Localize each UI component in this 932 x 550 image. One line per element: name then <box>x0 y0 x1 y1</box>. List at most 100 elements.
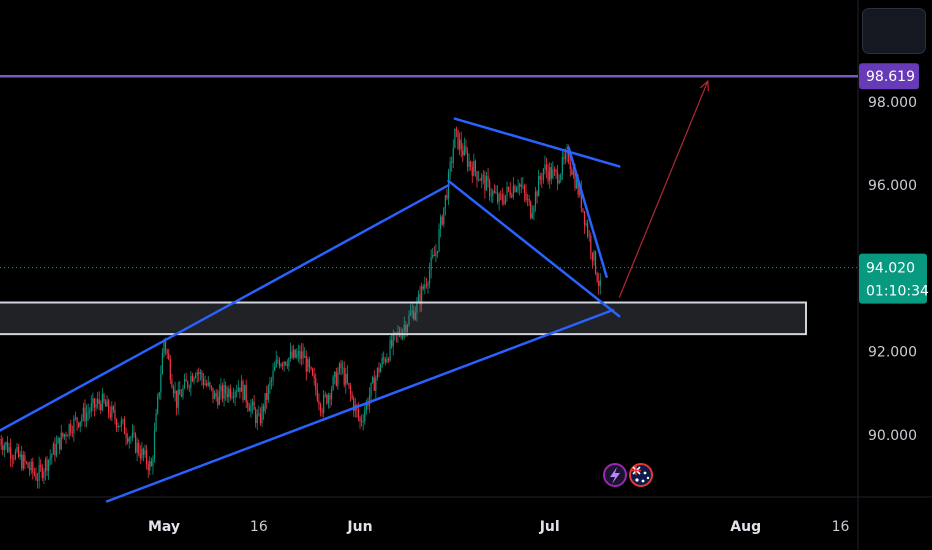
candle <box>95 398 97 412</box>
candle <box>476 170 478 188</box>
candle <box>55 435 58 458</box>
candle <box>422 284 424 291</box>
candle <box>342 360 344 375</box>
candle <box>52 441 54 455</box>
candle <box>97 392 99 409</box>
australia-flag-icon[interactable] <box>629 463 653 487</box>
candle <box>509 182 511 199</box>
candle <box>384 356 386 366</box>
candle <box>240 375 243 392</box>
candle <box>185 372 187 382</box>
candle <box>158 391 160 400</box>
candle <box>451 156 453 172</box>
candle <box>375 375 377 400</box>
candle <box>511 192 513 199</box>
chart-settings-button[interactable] <box>862 8 926 54</box>
candle <box>204 375 206 386</box>
candle <box>286 359 288 369</box>
candle <box>432 248 434 260</box>
trendline-4[interactable] <box>447 179 621 318</box>
candle <box>182 384 184 400</box>
candle <box>379 363 382 373</box>
price-tick-label: 98.000 <box>868 95 917 111</box>
candle <box>557 165 559 191</box>
candle <box>477 170 480 182</box>
lightning-event-icon[interactable] <box>603 463 627 487</box>
candle <box>258 405 260 417</box>
candle <box>594 250 597 276</box>
candle <box>563 151 565 165</box>
candle <box>24 451 26 469</box>
candle <box>60 425 62 451</box>
candle <box>293 344 295 360</box>
price-tick-label: 96.000 <box>868 178 917 194</box>
candle <box>17 444 20 459</box>
candle <box>514 184 516 193</box>
candle <box>25 460 28 465</box>
candle <box>174 381 176 402</box>
candle <box>71 425 73 438</box>
candle <box>408 310 410 327</box>
candle <box>364 403 366 425</box>
candle <box>508 186 510 193</box>
candle <box>485 171 488 191</box>
candle <box>307 356 309 373</box>
candle <box>474 159 477 177</box>
candle <box>424 276 426 295</box>
candle <box>538 169 540 197</box>
candle <box>321 407 323 417</box>
trendline-5[interactable] <box>567 146 608 278</box>
candle <box>359 416 361 429</box>
candle <box>134 432 137 454</box>
support-zone-box[interactable] <box>0 301 807 336</box>
candle <box>82 402 84 422</box>
candle <box>191 372 194 383</box>
projection-arrow[interactable] <box>618 79 709 298</box>
trendline-1[interactable] <box>0 183 450 432</box>
candle <box>228 385 230 404</box>
candle <box>416 296 418 322</box>
candle <box>370 382 372 404</box>
candle <box>62 432 64 440</box>
candle <box>93 397 96 417</box>
trendline-3[interactable] <box>453 117 621 168</box>
candle <box>522 176 524 189</box>
candle <box>599 273 601 295</box>
candle <box>484 170 486 199</box>
candle <box>590 232 592 260</box>
candle <box>169 355 171 384</box>
candle <box>225 381 227 401</box>
candle <box>73 415 75 442</box>
candle <box>593 249 595 266</box>
candle <box>232 387 235 403</box>
candle <box>155 408 157 432</box>
candle <box>193 376 195 385</box>
candle <box>5 441 7 450</box>
trendline-2[interactable] <box>105 308 615 503</box>
candle <box>553 166 556 176</box>
candle <box>29 461 31 477</box>
candle <box>149 456 151 476</box>
candle <box>123 415 126 435</box>
candle <box>376 367 379 381</box>
candle <box>199 369 201 381</box>
candle <box>330 385 333 406</box>
candle <box>63 433 66 440</box>
candle <box>327 392 329 409</box>
candle <box>419 285 421 313</box>
candle <box>171 374 173 389</box>
candle <box>234 389 236 406</box>
candle <box>188 384 190 393</box>
candle <box>49 449 51 466</box>
candle <box>285 361 287 367</box>
candle <box>35 467 37 481</box>
candle <box>125 427 127 446</box>
candle <box>493 184 495 194</box>
price-tick-label: 90.000 <box>868 428 917 444</box>
candle <box>131 424 133 442</box>
candle <box>338 361 341 375</box>
price-tick-label: 92.000 <box>868 345 917 361</box>
candle <box>259 407 262 426</box>
candle <box>237 379 239 393</box>
